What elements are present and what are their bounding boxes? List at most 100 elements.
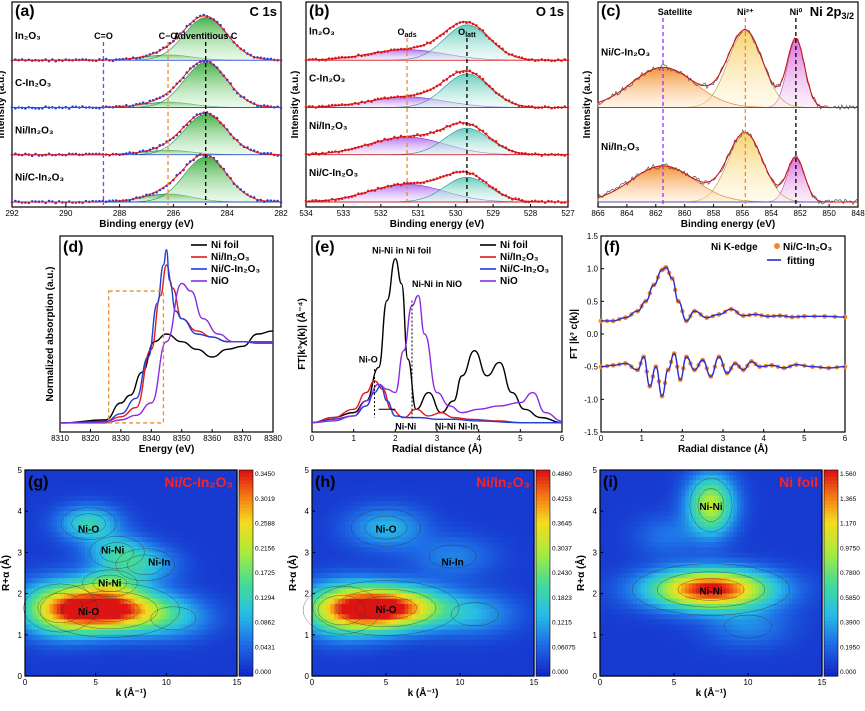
heat-cell bbox=[312, 578, 317, 584]
heat-cell bbox=[226, 583, 231, 590]
heat-cell bbox=[173, 573, 178, 579]
heat-cell bbox=[63, 655, 68, 662]
heat-cell bbox=[39, 490, 44, 497]
heat-cell bbox=[46, 506, 51, 512]
heat-cell bbox=[39, 531, 44, 538]
heat-cell bbox=[95, 660, 100, 667]
heat-cell bbox=[363, 475, 369, 481]
heat-cell bbox=[28, 583, 33, 590]
heat-cell bbox=[326, 634, 332, 641]
heat-cell bbox=[49, 480, 54, 487]
heat-cell bbox=[155, 516, 160, 523]
heat-cell bbox=[148, 660, 153, 667]
heat-cell bbox=[102, 516, 107, 523]
heat-cell bbox=[63, 639, 68, 646]
heat-cell bbox=[215, 536, 220, 543]
heat-cell bbox=[169, 521, 174, 528]
heat-cell bbox=[120, 516, 125, 523]
heat-cell bbox=[191, 536, 196, 543]
heat-cell bbox=[208, 526, 213, 533]
heat-cell bbox=[35, 578, 40, 584]
heat-cell bbox=[212, 645, 217, 651]
series-nio bbox=[60, 282, 273, 424]
heat-cell bbox=[205, 619, 210, 626]
heat-cell bbox=[35, 547, 40, 553]
heat-cell bbox=[81, 583, 86, 590]
heat-cell bbox=[430, 665, 435, 672]
heat-cell bbox=[49, 665, 54, 672]
heat-cell bbox=[39, 480, 44, 487]
heat-cell bbox=[323, 609, 328, 615]
heat-cell bbox=[184, 521, 189, 528]
heat-cell bbox=[32, 665, 37, 672]
heat-cell bbox=[145, 655, 150, 662]
heat-cell bbox=[155, 506, 160, 512]
heat-cell bbox=[386, 536, 391, 543]
heat-cell bbox=[141, 511, 146, 517]
heat-cell bbox=[312, 521, 317, 528]
heat-cell bbox=[162, 583, 167, 590]
heat-cell bbox=[386, 542, 391, 548]
heat-cell bbox=[81, 655, 86, 662]
heat-cell bbox=[330, 562, 335, 569]
heat-cell bbox=[411, 506, 417, 512]
heat-cell bbox=[382, 629, 387, 636]
heat-cell bbox=[411, 562, 417, 569]
heat-cell bbox=[134, 521, 139, 528]
heat-cell bbox=[106, 619, 111, 626]
heat-cell bbox=[131, 655, 136, 662]
heat-cell bbox=[212, 660, 217, 667]
heat-cell bbox=[419, 578, 424, 584]
heat-cell bbox=[352, 665, 357, 672]
heat-cell bbox=[67, 557, 72, 564]
heat-cell bbox=[201, 521, 206, 528]
heat-cell bbox=[201, 536, 206, 543]
heat-cell bbox=[397, 490, 402, 497]
heat-cell bbox=[169, 490, 174, 497]
heat-cell bbox=[138, 547, 143, 553]
heat-cell bbox=[437, 531, 443, 538]
heat-cell bbox=[212, 624, 217, 631]
heat-cell bbox=[371, 650, 376, 656]
heat-cell bbox=[28, 624, 33, 631]
heat-cell bbox=[25, 506, 30, 512]
heat-cell bbox=[134, 619, 139, 626]
heat-cell bbox=[334, 531, 339, 538]
heat-cell bbox=[102, 500, 107, 507]
heat-cell bbox=[411, 485, 417, 492]
heat-cell bbox=[63, 588, 68, 595]
heat-cell bbox=[120, 485, 125, 492]
heat-cell bbox=[113, 619, 118, 626]
heat-cell bbox=[411, 588, 417, 595]
fit-envelope bbox=[12, 60, 281, 108]
colorbar-cell bbox=[239, 559, 253, 564]
heat-cell bbox=[173, 660, 178, 667]
heat-cell bbox=[226, 603, 231, 610]
heat-cell bbox=[134, 475, 139, 481]
heat-cell bbox=[78, 470, 83, 476]
heat-cell bbox=[159, 655, 164, 662]
heat-cell bbox=[371, 500, 376, 507]
heat-cell bbox=[123, 645, 129, 651]
heat-cell bbox=[312, 624, 317, 631]
heat-cell bbox=[352, 614, 357, 620]
heat-cell bbox=[173, 490, 178, 497]
heat-cell bbox=[32, 490, 37, 497]
heat-cell bbox=[141, 562, 146, 569]
colorbar-cell bbox=[239, 627, 253, 632]
heat-cell bbox=[191, 583, 196, 590]
heat-cell bbox=[56, 645, 61, 651]
fit-envelope bbox=[597, 131, 858, 203]
heat-cell bbox=[63, 660, 68, 667]
heat-cell bbox=[430, 650, 435, 656]
heat-cell bbox=[74, 634, 79, 641]
heat-cell bbox=[32, 495, 37, 502]
heat-cell bbox=[53, 475, 58, 481]
heat-cell bbox=[334, 650, 339, 656]
heat-cell bbox=[25, 665, 30, 672]
heat-cell bbox=[430, 639, 435, 646]
heat-cell bbox=[312, 660, 317, 667]
heat-cell bbox=[194, 578, 199, 584]
heat-cell bbox=[60, 470, 65, 476]
heat-cell bbox=[152, 516, 157, 523]
